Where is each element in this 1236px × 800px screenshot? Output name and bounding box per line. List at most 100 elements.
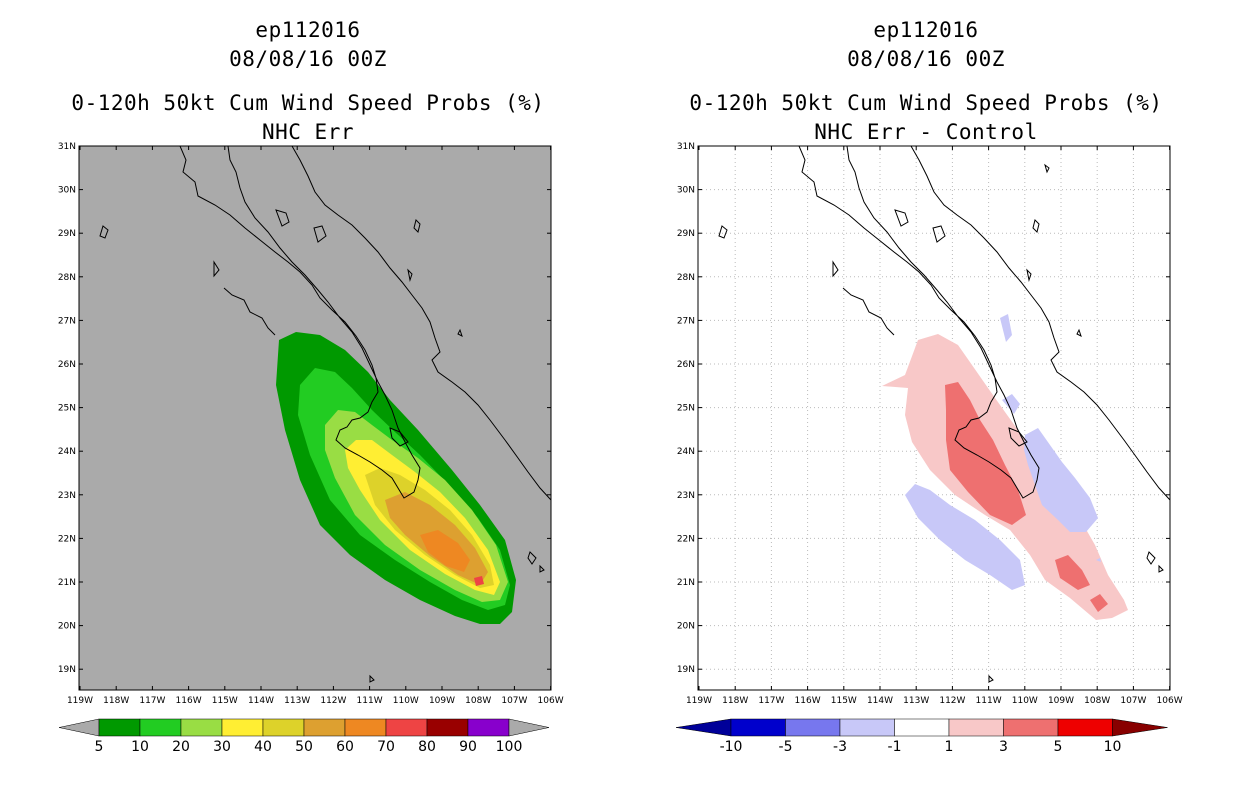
lon-tick-label: 110W [1012,696,1038,706]
lat-tick-label: 23N [58,491,76,501]
lat-tick-label: 24N [677,447,695,457]
colorbar-label: -5 [779,739,793,755]
colorbar-over-arrow [508,718,550,737]
lon-tick-label: 115W [831,696,857,706]
colorbar-label: 60 [336,739,354,755]
lon-tick-label: 113W [903,696,929,706]
lat-tick-label: 29N [58,229,76,239]
colorbar-label: 5 [1054,739,1063,755]
prob-60-contour [420,530,470,572]
colorbar-segment [98,718,141,737]
colorbar-segment [139,718,182,737]
left-axes: 31N 30N 29N 28N 27N 26N 25N 24N 23N 22N 21N 20N 19N 1… [58,142,564,706]
right-difference-shading [882,314,1128,620]
lat-tick-label: 27N [677,316,695,326]
right-subtitle: NHC Err - Control [814,120,1038,144]
lat-tick-label: 20N [677,622,695,632]
lon-tick-label: 114W [867,696,893,706]
colorbar-label: 1 [945,739,954,755]
left-datetime: 08/08/16 00Z [229,47,387,71]
lon-tick-label: 116W [795,696,821,706]
colorbar-segment [221,718,264,737]
lon-tick-label: 111W [976,696,1002,706]
diff-pos-3-contour [945,382,1026,525]
lat-tick-label: 30N [677,186,695,196]
lon-tick-label: 115W [212,696,238,706]
colorbar-label: 70 [377,739,395,755]
prob-70-contour [474,576,484,586]
lon-tick-label: 116W [176,696,202,706]
lat-tick-label: 19N [58,665,76,675]
colorbar-label: 80 [418,739,436,755]
colorbar-segment [730,718,786,737]
diff-pos-3-contour-tip [1090,594,1108,612]
lon-tick-label: 117W [758,696,784,706]
right-colorbar: -10 -5 -3 -1 1 3 5 10 [675,718,1168,755]
colorbar-segment [262,718,305,737]
colorbar-segment [344,718,387,737]
colorbar-label: 20 [172,739,190,755]
left-probability-shading [276,332,516,624]
lon-tick-label: 119W [67,696,93,706]
colorbar-under-arrow [58,718,100,737]
colorbar-label: 90 [459,739,477,755]
colorbar-label: -1 [888,739,902,755]
diff-neg-1-contour-north [1000,314,1012,342]
colorbar-segment [894,718,950,737]
colorbar-segment [467,718,510,737]
lon-tick-label: 111W [357,696,383,706]
right-storm-id: ep112016 [873,18,979,42]
lon-tick-label: 118W [103,696,129,706]
lon-tick-label: 107W [1120,696,1146,706]
left-coastlines [99,146,551,683]
right-title: 0-120h 50kt Cum Wind Speed Probs (%) [689,91,1163,115]
left-colorbar: 5 10 20 30 40 50 60 70 80 90 100 [58,718,550,755]
diff-neg-1-contour-west [905,484,1025,590]
lon-tick-label: 119W [686,696,712,706]
lat-tick-label: 28N [677,273,695,283]
colorbar-label: 10 [131,739,149,755]
colorbar-label: 100 [496,739,523,755]
right-datetime: 08/08/16 00Z [847,47,1005,71]
left-map: 31N 30N 29N 28N 27N 26N 25N 24N 23N 22N 21N 20N 19N 1… [58,142,564,706]
lon-tick-label: 106W [1157,696,1183,706]
lat-tick-label: 20N [58,622,76,632]
colorbar-label: 30 [213,739,231,755]
lon-tick-label: 112W [320,696,346,706]
lon-tick-label: 106W [538,696,564,706]
right-map-frame [697,145,1171,691]
lon-tick-label: 108W [465,696,491,706]
diff-pos-3-contour-south [1055,555,1090,590]
colorbar-segment [180,718,223,737]
diff-neg-1-contour-east [1024,428,1098,532]
lat-tick-label: 24N [58,447,76,457]
lat-tick-label: 31N [677,142,695,152]
lat-tick-label: 31N [58,142,76,152]
right-map: 31N 30N 29N 28N 27N 26N 25N 24N 23N 22N 21N 20N 19N 1… [677,142,1183,706]
colorbar-segment [385,718,428,737]
lon-tick-label: 107W [501,696,527,706]
lat-tick-label: 25N [58,404,76,414]
left-map-frame [78,145,552,691]
right-coastlines [718,146,1170,683]
lat-tick-label: 27N [58,316,76,326]
colorbar-segment [1003,718,1059,737]
right-axes: 31N 30N 29N 28N 27N 26N 25N 24N 23N 22N 21N 20N 19N 1… [677,142,1183,706]
lon-tick-label: 109W [1048,696,1074,706]
lon-tick-label: 118W [722,696,748,706]
left-storm-id: ep112016 [255,18,361,42]
lat-tick-label: 21N [58,578,76,588]
lon-tick-label: 112W [939,696,965,706]
lon-tick-label: 109W [429,696,455,706]
lat-tick-label: 25N [677,404,695,414]
colorbar-label: 10 [1104,739,1122,755]
lat-tick-label: 21N [677,578,695,588]
colorbar-segment [839,718,895,737]
colorbar-segment [303,718,346,737]
lat-tick-label: 26N [677,360,695,370]
colorbar-label: 50 [295,739,313,755]
lat-tick-label: 22N [677,534,695,544]
colorbar-segment [1057,718,1113,737]
lat-tick-label: 30N [58,186,76,196]
